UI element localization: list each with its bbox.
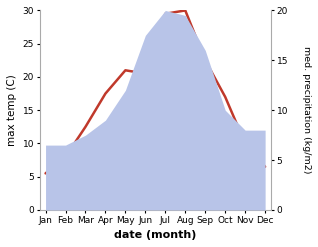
X-axis label: date (month): date (month) xyxy=(114,230,197,240)
Y-axis label: max temp (C): max temp (C) xyxy=(7,74,17,146)
Y-axis label: med. precipitation (kg/m2): med. precipitation (kg/m2) xyxy=(302,46,311,174)
